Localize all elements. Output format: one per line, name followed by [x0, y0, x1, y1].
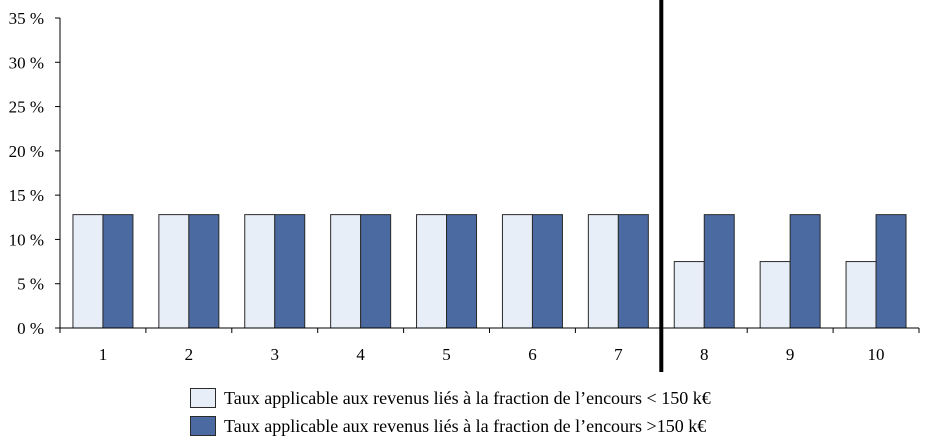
y-tick-label: 35 %: [9, 9, 44, 28]
x-tick-label: 9: [786, 345, 795, 364]
x-tick-label: 10: [868, 345, 885, 364]
bar-series-2-cat-5: [446, 214, 478, 329]
bar-series-1-cat-9: [759, 261, 791, 329]
legend-item-series-1: Taux applicable aux revenus liés à la fr…: [190, 384, 711, 412]
legend-label-series-2: Taux applicable aux revenus liés à la fr…: [224, 415, 707, 436]
bar-series-1-cat-2: [158, 214, 190, 329]
bar-series-2-cat-2: [188, 214, 220, 329]
y-tick-label: 15 %: [9, 186, 44, 205]
legend: Taux applicable aux revenus liés à la fr…: [190, 384, 711, 440]
x-tick-label: 7: [614, 345, 623, 364]
bar-series-1-cat-5: [416, 214, 448, 329]
legend-swatch-series-2: [190, 416, 216, 436]
x-tick-label: 3: [271, 345, 280, 364]
x-tick-label: 2: [185, 345, 194, 364]
bar-series-2-cat-8: [703, 214, 735, 329]
bar-series-2-cat-10: [875, 214, 907, 329]
bar-series-2-cat-6: [531, 214, 563, 329]
x-tick-label: 8: [700, 345, 709, 364]
legend-label-series-1: Taux applicable aux revenus liés à la fr…: [224, 387, 711, 408]
x-tick-label: 4: [356, 345, 365, 364]
bar-series-1-cat-7: [587, 214, 619, 329]
y-tick-label: 10 %: [9, 230, 44, 249]
bar-series-2-cat-4: [360, 214, 392, 329]
bar-series-2-cat-1: [102, 214, 134, 329]
y-tick-label: 0 %: [17, 319, 44, 338]
y-tick-label: 5 %: [17, 275, 44, 294]
axes-layer: [55, 0, 920, 372]
bar-series-1-cat-6: [501, 214, 533, 329]
bar-series-1-cat-4: [330, 214, 362, 329]
bar-series-1-cat-1: [72, 214, 104, 329]
bar-series-2-cat-3: [274, 214, 306, 329]
x-tick-label: 5: [442, 345, 451, 364]
y-tick-label: 25 %: [9, 98, 44, 117]
bar-series-2-cat-9: [789, 214, 821, 329]
y-tick-label: 20 %: [9, 142, 44, 161]
bars-layer: [72, 214, 907, 329]
ticks-layer: 1 2 3 4 5 6 7 8 9 10 0 % 5 % 10 % 15 % 20 % 25 % 30 % 35 …: [9, 9, 885, 364]
bar-series-1-cat-10: [845, 261, 877, 329]
bar-series-1-cat-3: [244, 214, 276, 329]
bar-series-1-cat-8: [673, 261, 705, 329]
x-tick-label: 1: [99, 345, 108, 364]
x-tick-label: 6: [528, 345, 537, 364]
y-tick-label: 30 %: [9, 53, 44, 72]
bar-series-2-cat-7: [617, 214, 649, 329]
legend-item-series-2: Taux applicable aux revenus liés à la fr…: [190, 412, 711, 440]
legend-swatch-series-1: [190, 388, 216, 408]
